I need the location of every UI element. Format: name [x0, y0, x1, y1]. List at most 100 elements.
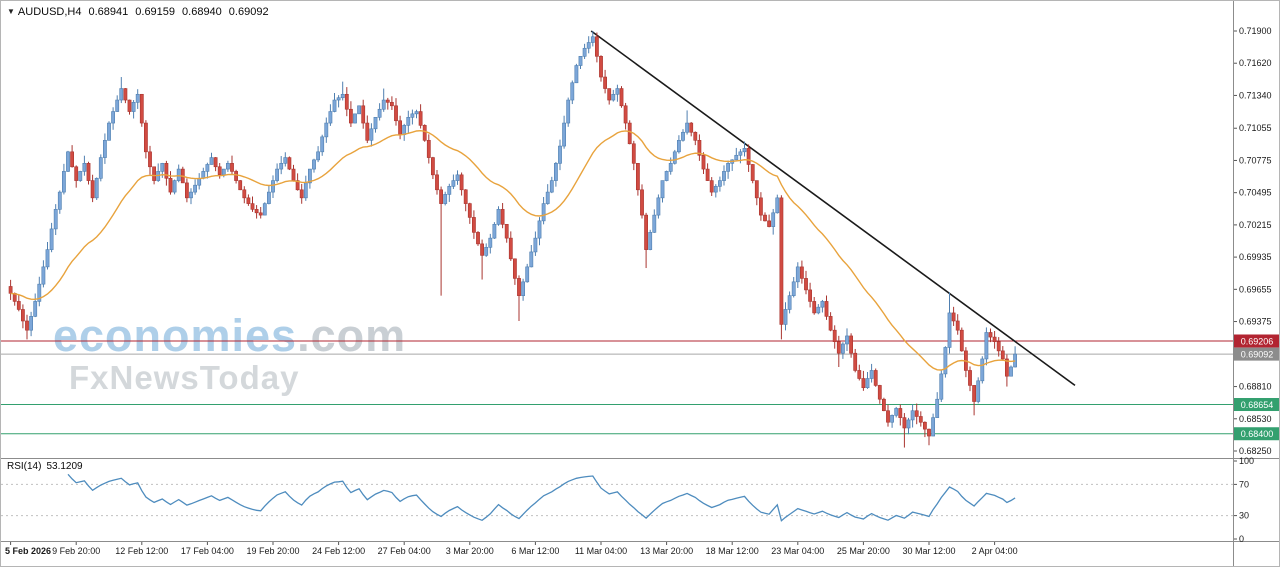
candle-body [631, 143, 636, 164]
candle-body [160, 163, 165, 172]
candle-body [70, 151, 75, 168]
symbol-ohlc-header[interactable]: ▼ AUDUSD,H4 0.68941 0.69159 0.68940 0.69092 [7, 6, 269, 18]
candle-body [41, 266, 46, 285]
candle-body [271, 180, 275, 193]
candle-body [623, 105, 628, 124]
candle-body [389, 102, 394, 107]
candle-body [471, 217, 476, 233]
candle-body [578, 56, 583, 66]
candle-body [230, 163, 234, 172]
candle-body [279, 163, 284, 170]
candle-body [812, 301, 817, 314]
candle-body [717, 180, 722, 187]
candle-body [226, 163, 230, 170]
candle-body [619, 88, 624, 107]
candle-body [57, 191, 62, 210]
candle-body [787, 295, 792, 310]
descending-trendline[interactable] [590, 30, 1076, 387]
time-axis-label: 25 Mar 20:00 [837, 546, 890, 556]
time-axis-label: 23 Mar 04:00 [771, 546, 824, 556]
candle-body [795, 266, 800, 283]
candle-body [713, 186, 718, 193]
candle-body [607, 88, 612, 101]
candle-body [283, 157, 288, 164]
candle-body [902, 417, 907, 429]
candle-body [582, 47, 587, 57]
candle-body [258, 212, 263, 216]
price-axis-label: 0.71055 [1239, 123, 1272, 133]
candle-body [242, 189, 247, 199]
candle-body [726, 163, 731, 172]
price-axis-label: 0.70215 [1239, 220, 1272, 230]
candle-body [16, 301, 21, 310]
candle-body [459, 174, 464, 191]
symbol-dropdown-icon[interactable]: ▼ [7, 7, 15, 16]
candle-body [357, 105, 362, 115]
candle-body [627, 122, 632, 145]
candle-body [467, 203, 472, 218]
price-badge-label: 0.69092 [1241, 350, 1274, 360]
candle-body [353, 113, 357, 124]
candle-body [287, 157, 292, 170]
time-axis-label: 18 Mar 12:00 [706, 546, 759, 556]
candle-body [275, 168, 280, 181]
trendline-layer[interactable] [590, 30, 1076, 387]
candle-body [828, 316, 833, 331]
candle-body [504, 224, 509, 239]
time-axis-label: 24 Feb 12:00 [312, 546, 365, 556]
candle-body [615, 88, 620, 95]
watermark: economies.com FxNewsToday [53, 313, 406, 394]
time-axis-label: 30 Mar 12:00 [902, 546, 955, 556]
candle-body [566, 99, 571, 124]
candle-body [525, 266, 530, 283]
candle-body [648, 232, 653, 250]
price-axis-bg[interactable] [1234, 1, 1280, 567]
candle-body [808, 289, 813, 302]
candle-body [447, 186, 452, 195]
candle-body [890, 415, 895, 423]
moving-average-line[interactable] [10, 129, 1016, 371]
time-axis-label: 9 Feb 20:00 [52, 546, 100, 556]
candle-body [111, 111, 116, 124]
candle-body [570, 82, 575, 101]
candle-body [968, 370, 972, 386]
candle-body [992, 336, 997, 342]
price-badge [1234, 427, 1279, 441]
candle-body [562, 122, 567, 147]
price-lines-layer[interactable] [1, 340, 1234, 435]
candle-body [373, 117, 378, 130]
candle-body [78, 171, 83, 181]
candle-body [898, 408, 903, 418]
candle-body [951, 312, 956, 322]
candle-body [488, 237, 493, 248]
candle-body [168, 177, 173, 193]
candle-body [668, 163, 673, 172]
candle-body [480, 243, 485, 256]
candle-body [611, 93, 616, 101]
rsi-pane[interactable]: 100 70 30 0 [1, 456, 1254, 544]
candle-body [734, 154, 739, 161]
candle-body [500, 209, 505, 225]
candle-body [635, 163, 640, 191]
candle-body [508, 237, 513, 260]
candle-body [775, 197, 780, 214]
rsi-axis-label: 100 [1239, 456, 1254, 466]
candle-body [689, 122, 694, 133]
candle-body [299, 189, 304, 199]
price-axis-label: 0.71340 [1239, 90, 1272, 100]
price-axis-label: 0.69935 [1239, 252, 1272, 262]
candle-body [53, 209, 58, 230]
ma-line-layer[interactable] [10, 129, 1016, 371]
candle-body [176, 168, 181, 181]
rsi-value: 53.1209 [46, 461, 83, 472]
candle-body [935, 398, 940, 418]
candle-body [381, 99, 386, 110]
rsi-axis-label: 0 [1239, 534, 1244, 544]
candle-body [820, 301, 825, 308]
candle-body [238, 180, 243, 191]
candle-body [377, 108, 382, 118]
candle-body [61, 171, 66, 193]
time-axis[interactable]: 5 Feb 2026 9 Feb 20:00 12 Feb 12:00 17 Feb … [5, 542, 1018, 556]
